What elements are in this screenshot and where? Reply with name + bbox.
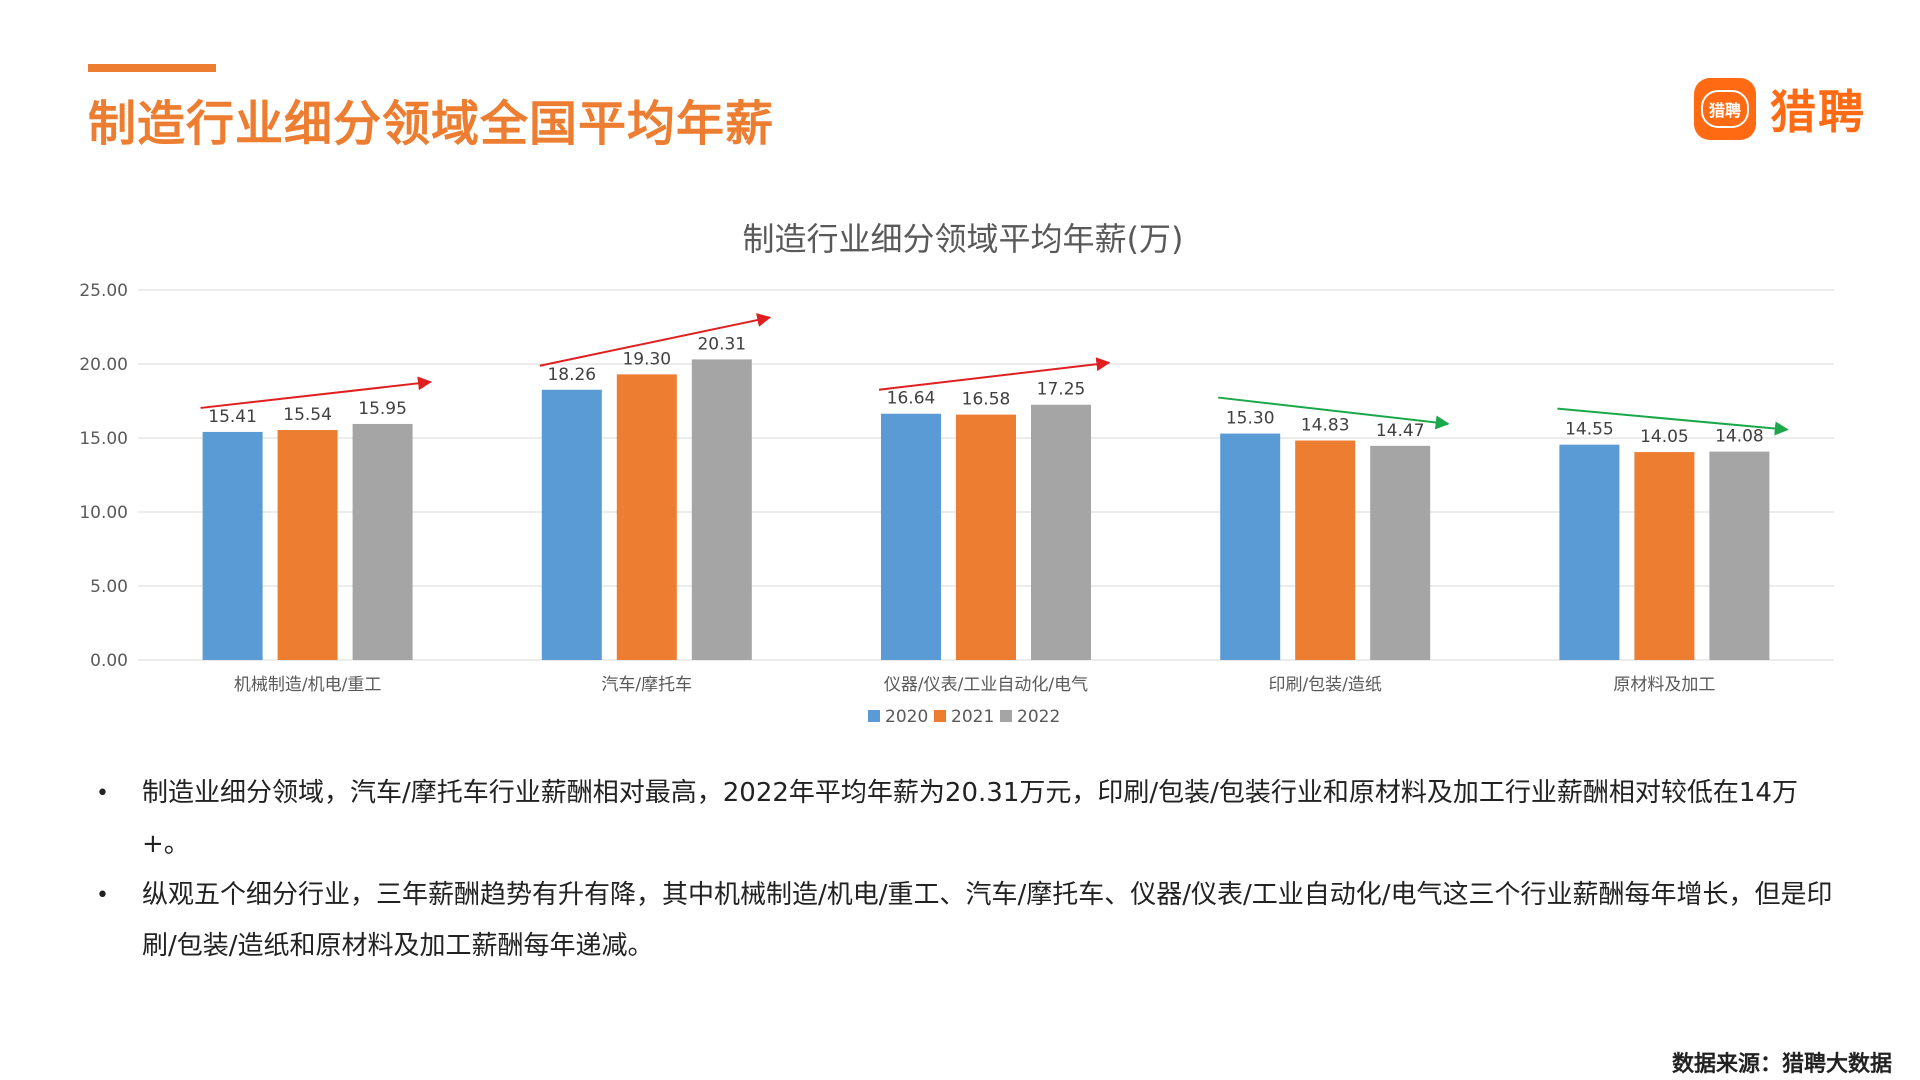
bar-2021 [1634, 452, 1695, 660]
trend-arrow-up [539, 313, 772, 367]
y-tick-label: 25.00 [79, 281, 128, 301]
bullet-item: • 纵观五个细分行业，三年薪酬趋势有升有降，其中机械制造/机电/重工、汽车/摩托… [96, 870, 1836, 972]
data-label: 15.30 [1226, 409, 1275, 429]
y-axis: 0.00 5.00 10.00 15.00 20.00 25.00 [79, 281, 128, 671]
y-tick-label: 15.00 [79, 429, 128, 449]
data-label: 14.08 [1715, 427, 1764, 447]
data-label: 19.30 [622, 349, 671, 369]
data-label: 14.47 [1376, 421, 1425, 441]
y-tick-label: 0.00 [90, 651, 128, 671]
data-label: 20.31 [697, 334, 746, 354]
liepin-logo: 猎聘 猎聘 [1694, 76, 1866, 142]
y-tick-label: 5.00 [90, 577, 128, 597]
salary-bar-chart: 制造行业细分领域平均年薪(万) 0.00 5.00 10.00 15.00 20.00 2… [79, 220, 1834, 727]
bar-2020 [541, 389, 602, 660]
bar-2022 [1031, 404, 1091, 660]
legend-swatch [868, 710, 880, 722]
bar-2022 [691, 359, 752, 660]
data-label: 16.64 [887, 389, 936, 409]
bar-2021 [1295, 440, 1356, 660]
data-label: 14.83 [1301, 416, 1350, 436]
chart-legend: 2020 2021 2022 [868, 707, 1060, 727]
x-category-label: 原材料及加工 [1613, 675, 1715, 695]
data-label: 14.55 [1565, 420, 1614, 440]
summary-bullets: • 制造业细分领域，汽车/摩托车行业薪酬相对最高，2022年平均年薪为20.31… [96, 768, 1836, 972]
chart-title: 制造行业细分领域平均年薪(万) [743, 220, 1184, 258]
bar-2021 [616, 374, 677, 660]
bar-2020 [202, 431, 263, 660]
y-tick-label: 10.00 [79, 503, 128, 523]
legend-label: 2022 [1017, 707, 1060, 727]
bar-2021 [277, 430, 338, 660]
bar-2022 [352, 423, 413, 660]
legend-swatch [934, 710, 946, 722]
trend-arrow-down [1218, 396, 1450, 430]
x-category-label: 汽车/摩托车 [601, 675, 692, 695]
data-label: 15.95 [358, 399, 407, 419]
chart-trend-arrows [200, 313, 1789, 436]
logo-text: 猎聘 [1770, 85, 1866, 139]
logo-bubble-icon: 猎聘 [1701, 90, 1749, 128]
bullet-marker: • [96, 781, 109, 806]
data-label: 17.25 [1037, 380, 1086, 400]
bar-2021 [956, 414, 1016, 660]
x-axis: 机械制造/机电/重工 汽车/摩托车 仪器/仪表/工业自动化/电气 印刷/包装/造纸 原材… [234, 675, 1716, 695]
data-label: 16.58 [962, 390, 1011, 410]
bullet-text: 纵观五个细分行业，三年薪酬趋势有升有降，其中机械制造/机电/重工、汽车/摩托车、… [142, 880, 1833, 961]
chart-bars [202, 359, 1770, 660]
data-source: 数据来源：猎聘大数据 [1671, 1052, 1892, 1077]
bar-2022 [1370, 445, 1431, 660]
title-accent-bar [88, 64, 216, 72]
trend-arrow-up [200, 376, 432, 409]
data-label: 15.54 [283, 405, 332, 425]
bar-2020 [1220, 433, 1281, 660]
data-label: 18.26 [547, 365, 596, 385]
legend-swatch [1000, 710, 1012, 722]
logo-badge: 猎聘 [1694, 78, 1756, 140]
data-label: 15.41 [208, 407, 257, 427]
bullet-text: 制造业细分领域，汽车/摩托车行业薪酬相对最高，2022年平均年薪为20.31万元… [142, 778, 1798, 859]
data-label: 14.05 [1640, 427, 1689, 447]
bar-2020 [1559, 444, 1620, 660]
legend-label: 2020 [885, 707, 928, 727]
legend-label: 2021 [951, 707, 994, 727]
bar-2022 [1709, 451, 1770, 660]
bullet-marker: • [96, 883, 109, 908]
x-category-label: 仪器/仪表/工业自动化/电气 [884, 675, 1088, 695]
y-tick-label: 20.00 [79, 355, 128, 375]
trend-arrow-down [1557, 407, 1789, 436]
page-title: 制造行业细分领域全国平均年薪 [88, 96, 775, 152]
bar-2020 [881, 413, 941, 660]
chart-data-labels: 15.41 15.54 15.95 18.26 19.30 20.31 16.64 16.58… [208, 334, 1763, 447]
trend-arrow-up [878, 357, 1111, 391]
x-category-label: 印刷/包装/造纸 [1268, 675, 1381, 695]
x-category-label: 机械制造/机电/重工 [234, 675, 381, 695]
bullet-item: • 制造业细分领域，汽车/摩托车行业薪酬相对最高，2022年平均年薪为20.31… [96, 768, 1836, 870]
